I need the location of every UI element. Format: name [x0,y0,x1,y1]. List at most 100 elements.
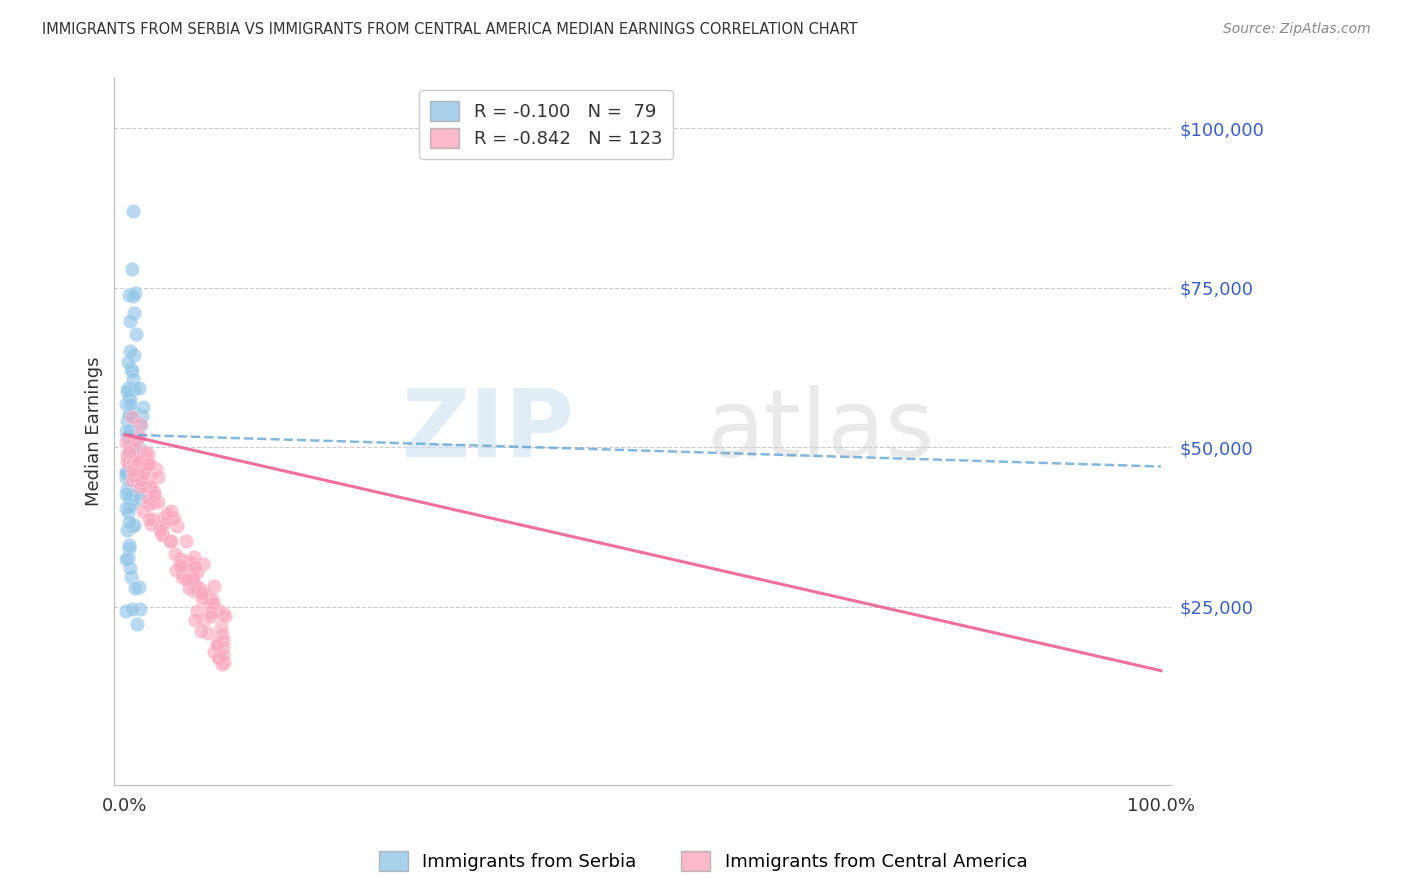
Point [115,397,138,411]
Point [129,418,152,433]
Y-axis label: Median Earnings: Median Earnings [86,357,103,506]
Text: atlas: atlas [706,385,935,477]
Point [138,448,160,462]
Point [149,520,172,534]
Point [129,417,152,431]
Point [122,372,145,386]
Point [209,620,232,634]
Point [207,650,229,665]
Point [117,383,139,397]
Point [149,523,172,537]
Point [118,452,141,467]
Point [118,499,141,513]
Point [115,384,138,398]
Point [207,636,229,650]
Point [181,571,204,585]
Point [179,562,201,576]
Point [180,556,202,570]
Point [114,466,136,480]
Point [118,408,141,422]
Point [165,547,187,561]
Point [128,473,150,487]
Point [183,583,205,598]
Point [207,638,229,652]
Point [200,591,222,606]
Point [114,486,136,500]
Point [202,596,225,610]
Point [122,447,145,461]
Point [186,565,208,579]
Point [163,511,186,525]
Point [118,440,141,454]
Point [121,602,143,616]
Point [118,287,141,301]
Point [184,613,207,627]
Point [115,448,138,462]
Point [211,657,233,671]
Point [153,516,176,531]
Point [122,348,145,362]
Point [118,448,141,462]
Point [117,467,139,482]
Point [120,561,142,575]
Point [170,552,193,566]
Point [121,289,143,303]
Point [212,632,235,647]
Point [197,626,219,640]
Point [115,604,138,618]
Point [129,459,152,474]
Point [139,481,162,495]
Point [128,475,150,490]
Point [179,581,201,595]
Point [118,537,141,551]
Point [124,581,146,595]
Point [148,470,170,484]
Point [136,492,159,507]
Point [117,381,139,395]
Point [121,364,143,378]
Point [132,467,155,481]
Point [193,613,215,627]
Text: ZIP: ZIP [401,385,574,477]
Point [170,570,193,584]
Point [155,507,177,521]
Point [138,470,160,484]
Point [121,473,143,487]
Point [114,434,136,449]
Point [176,562,198,576]
Point [142,512,165,526]
Point [174,534,197,549]
Point [212,606,235,620]
Point [120,314,142,328]
Point [208,650,231,665]
Point [118,515,141,529]
Point [169,558,191,573]
Point [118,445,141,459]
Point [121,261,143,276]
Point [115,482,138,496]
Point [121,409,143,424]
Point [202,579,225,593]
Point [134,460,156,475]
Point [131,409,153,423]
Point [165,563,187,577]
Point [193,584,215,599]
Point [200,605,222,619]
Point [125,428,148,442]
Legend: Immigrants from Serbia, Immigrants from Central America: Immigrants from Serbia, Immigrants from … [371,844,1035,879]
Point [124,441,146,455]
Point [122,454,145,468]
Point [117,448,139,462]
Text: Source: ZipAtlas.com: Source: ZipAtlas.com [1223,22,1371,37]
Point [172,566,194,580]
Point [141,479,163,493]
Point [128,580,150,594]
Point [186,604,208,618]
Point [118,491,141,506]
Point [193,557,215,571]
Point [128,381,150,395]
Point [141,516,163,531]
Point [146,494,169,508]
Point [127,617,149,632]
Point [115,500,138,515]
